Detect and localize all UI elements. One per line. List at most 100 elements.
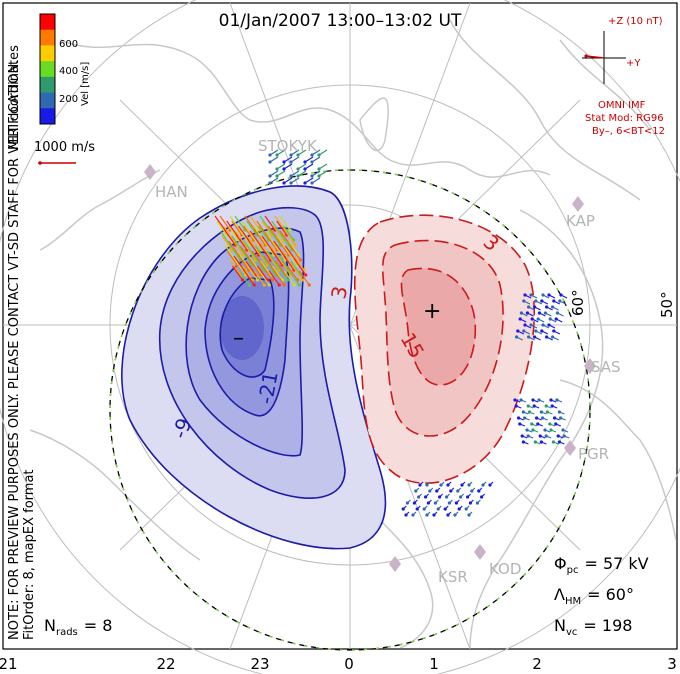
coastlines xyxy=(29,19,677,649)
map-title: 01/Jan/2007 13:00–13:02 UT xyxy=(219,11,462,31)
velocity-vector xyxy=(243,225,254,241)
contour-label-neg-21: -21 xyxy=(253,370,282,406)
velocity-vectors xyxy=(214,149,570,517)
station-label-ksr: KSR xyxy=(438,568,468,586)
colorbar-frame xyxy=(39,13,56,125)
coast-west-1 xyxy=(39,169,161,251)
velocity-vector-origin xyxy=(439,483,443,487)
velocity-vector xyxy=(290,245,301,261)
velocity-vector-origin xyxy=(554,422,558,426)
velocity-vector-origin xyxy=(240,278,245,282)
negative-contours xyxy=(121,185,387,550)
velocity-vector xyxy=(229,215,241,231)
velocity-vector-origin xyxy=(548,422,552,426)
nrads-stat: Nrads = 8 xyxy=(44,616,112,638)
velocity-vector-origin xyxy=(516,329,520,333)
lambda-hm-stat: ΛHM = 60° xyxy=(554,585,634,607)
velocity-vector-origin xyxy=(536,422,540,426)
velocity-vector-origin xyxy=(533,335,537,339)
velocity-vector xyxy=(283,225,294,241)
velocity-vector xyxy=(273,225,284,241)
velocity-vector xyxy=(292,265,303,281)
velocity-vector-origin xyxy=(480,495,484,499)
velocity-vector xyxy=(246,220,258,236)
velocity-vector-origin xyxy=(449,489,453,493)
velocity-vector-origin xyxy=(438,495,442,499)
velocity-vector xyxy=(241,250,253,266)
velocity-vector xyxy=(247,265,258,281)
velocity-vector-origin xyxy=(533,305,537,309)
velocity-vector-origin xyxy=(424,495,428,499)
velocity-vector-origin xyxy=(525,311,530,315)
velocity-vector xyxy=(275,245,286,261)
velocity-vector xyxy=(253,225,264,241)
velocity-vector xyxy=(283,255,295,271)
velocity-vector-origin xyxy=(488,483,492,487)
velocity-vector-origin xyxy=(447,501,451,505)
velocity-vector-origin xyxy=(267,283,271,287)
velocity-vector xyxy=(275,260,287,276)
station-label-sas: SAS xyxy=(591,358,621,376)
velocity-vector-origin xyxy=(517,416,521,420)
velocity-vector-origin xyxy=(527,410,532,414)
velocity-vector-origin xyxy=(467,513,471,517)
velocity-vector-origin xyxy=(551,440,556,444)
mlt-tick-0: 0 xyxy=(344,655,354,673)
velocity-vector xyxy=(281,250,293,266)
colorbar-label: Vel [m/s] xyxy=(80,62,91,106)
velocity-colorbar: 600 400 200 Vel [m/s] xyxy=(39,13,91,125)
velocity-vector-origin xyxy=(436,507,440,511)
velocity-vector xyxy=(288,240,300,256)
pos-fill-3 xyxy=(401,268,476,385)
velocity-vector-origin xyxy=(268,174,272,178)
station-label-kap: KAP xyxy=(566,212,595,230)
velocity-vector-origin xyxy=(534,329,538,333)
station-marker-pgr xyxy=(564,440,576,456)
velocity-vector-origin xyxy=(538,434,542,438)
velocity-vector-origin xyxy=(310,181,314,185)
velocity-vector xyxy=(240,245,251,261)
station-label-han: HAN xyxy=(155,183,188,201)
imf-vector xyxy=(585,55,605,59)
velocity-vector xyxy=(264,215,276,231)
velocity-vector xyxy=(260,245,271,261)
velocity-vector-origin xyxy=(534,299,538,303)
velocity-vector-origin xyxy=(523,416,527,420)
velocity-vector xyxy=(278,255,290,271)
velocity-vector-origin xyxy=(544,404,548,408)
velocity-vector-origin xyxy=(252,283,256,287)
velocity-vector xyxy=(268,270,280,286)
nrads-value: = 8 xyxy=(84,616,113,635)
velocity-vector xyxy=(268,255,280,271)
velocity-vector-origin xyxy=(282,167,286,171)
velocity-vector xyxy=(254,230,266,246)
velocity-vector-origin xyxy=(446,483,450,487)
velocity-vector-origin xyxy=(545,335,549,339)
velocity-vector xyxy=(249,230,261,246)
velocity-vector xyxy=(214,215,226,231)
velocity-vector-origin xyxy=(453,513,457,517)
velocity-vector-origin xyxy=(277,283,281,287)
velocity-vector-origin xyxy=(559,416,563,420)
velocity-vector-origin xyxy=(289,153,293,157)
velocity-vector-origin xyxy=(530,422,534,426)
velocity-vector xyxy=(256,220,268,236)
velocity-vector xyxy=(298,270,310,286)
velocity-vector-origin xyxy=(268,160,272,164)
velocity-vector-origin xyxy=(531,428,535,432)
velocity-vector xyxy=(243,270,255,286)
phi-value: = 57 kV xyxy=(584,554,648,573)
velocity-vector-origin xyxy=(307,283,311,287)
coast-e-2 xyxy=(559,379,677,541)
velocity-vector-origin xyxy=(481,483,485,487)
velocity-vector xyxy=(230,245,241,261)
velocity-vector-origin xyxy=(518,422,522,426)
velocity-vector-origin xyxy=(540,329,544,333)
velocity-vector-origin xyxy=(282,283,286,287)
velocity-vector xyxy=(263,255,275,271)
velocity-vector xyxy=(280,260,292,276)
station-label-pgr: PGR xyxy=(578,445,609,463)
velocity-vector xyxy=(274,215,286,231)
velocity-vector xyxy=(233,255,245,271)
